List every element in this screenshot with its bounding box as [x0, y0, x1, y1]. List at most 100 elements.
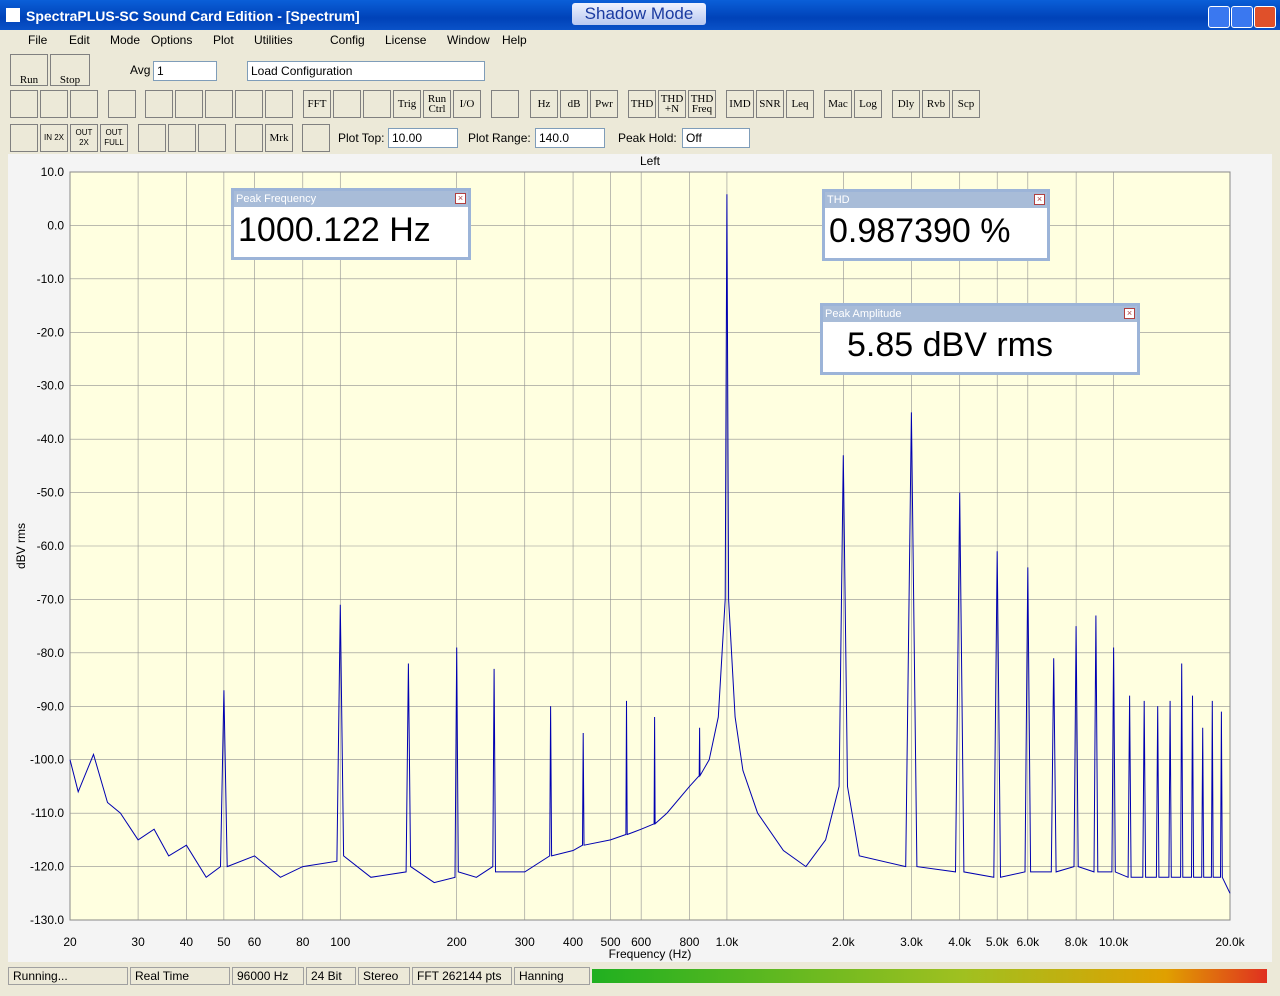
- x-tick-label: 2.0k: [832, 935, 856, 949]
- tool-button[interactable]: Rvb: [922, 90, 950, 118]
- tool-button[interactable]: SNR: [756, 90, 784, 118]
- icon-button[interactable]: [333, 90, 361, 118]
- tool-button[interactable]: THD: [628, 90, 656, 118]
- menu-item[interactable]: Options: [151, 33, 193, 47]
- tool-button[interactable]: Mac: [824, 90, 852, 118]
- avg-select[interactable]: 1: [153, 61, 217, 81]
- mode-badge[interactable]: Shadow Mode: [572, 3, 706, 25]
- menu-item[interactable]: Window: [447, 33, 490, 47]
- chart-title: Left: [640, 154, 661, 168]
- y-tick-label: -90.0: [37, 699, 65, 713]
- readout-close[interactable]: ×: [455, 193, 466, 204]
- tool-button[interactable]: Trig: [393, 90, 421, 118]
- y-tick-label: -130.0: [30, 913, 64, 927]
- readout-window[interactable]: Peak Frequency × 1000.122 Hz: [231, 188, 471, 260]
- x-tick-label: 200: [447, 935, 467, 949]
- y-tick-label: -10.0: [37, 272, 65, 286]
- tool-button[interactable]: Hz: [530, 90, 558, 118]
- icon-button[interactable]: [10, 124, 38, 152]
- y-tick-label: 10.0: [41, 165, 65, 179]
- tool-button[interactable]: Scp: [952, 90, 980, 118]
- tool-button[interactable]: THD Freq: [688, 90, 716, 118]
- readout-window[interactable]: Peak Amplitude × 5.85 dBV rms: [820, 303, 1140, 375]
- icon-button[interactable]: [108, 90, 136, 118]
- y-tick-label: -80.0: [37, 646, 65, 660]
- plot-range-input[interactable]: 140.0: [535, 128, 605, 148]
- status-field: Running...: [8, 967, 128, 985]
- x-tick-label: 80: [296, 935, 310, 949]
- x-tick-label: 10.0k: [1099, 935, 1129, 949]
- menu-item[interactable]: Help: [502, 33, 527, 47]
- tool-button[interactable]: I/O: [453, 90, 481, 118]
- menu-item[interactable]: Plot: [213, 33, 234, 47]
- minimize[interactable]: [1208, 6, 1230, 28]
- tool-button[interactable]: THD +N: [658, 90, 686, 118]
- status-field: 96000 Hz: [232, 967, 304, 985]
- icon-button[interactable]: [40, 90, 68, 118]
- tool-button[interactable]: Leq: [786, 90, 814, 118]
- stop-button[interactable]: Stop: [50, 54, 90, 86]
- tool-button[interactable]: Log: [854, 90, 882, 118]
- icon-button[interactable]: [138, 124, 166, 152]
- maximize[interactable]: [1231, 6, 1253, 28]
- spectrum-line: [69, 194, 1231, 894]
- y-tick-label: -120.0: [30, 860, 64, 874]
- marker-button[interactable]: Mrk: [265, 124, 293, 152]
- icon-button[interactable]: [175, 90, 203, 118]
- icon-button[interactable]: [491, 90, 519, 118]
- y-tick-label: -40.0: [37, 432, 65, 446]
- readout-close[interactable]: ×: [1034, 194, 1045, 205]
- icon-button[interactable]: [302, 124, 330, 152]
- x-tick-label: 5.0k: [986, 935, 1010, 949]
- tool-button[interactable]: Run Ctrl: [423, 90, 451, 118]
- x-tick-label: 500: [601, 935, 621, 949]
- icon-button[interactable]: [235, 124, 263, 152]
- icon-button[interactable]: [205, 90, 233, 118]
- menu-item[interactable]: Edit: [69, 33, 90, 47]
- plot-top-input[interactable]: 10.00: [388, 128, 458, 148]
- readout-close[interactable]: ×: [1124, 308, 1135, 319]
- menu-item[interactable]: License: [385, 33, 427, 47]
- menu-item[interactable]: Mode: [110, 33, 141, 47]
- x-tick-label: 50: [217, 935, 231, 949]
- menu-item[interactable]: File: [28, 33, 48, 47]
- tool-button[interactable]: Dly: [892, 90, 920, 118]
- tool-button[interactable]: dB: [560, 90, 588, 118]
- icon-button[interactable]: [265, 90, 293, 118]
- y-tick-label: -70.0: [37, 592, 65, 606]
- peak-hold-label: Peak Hold:: [618, 131, 677, 145]
- icon-button[interactable]: [145, 90, 173, 118]
- status-field: Hanning: [514, 967, 590, 985]
- icon-button[interactable]: [70, 90, 98, 118]
- title-bar: SpectraPLUS-SC Sound Card Edition - [Spe…: [0, 0, 1280, 30]
- menu-item[interactable]: Config: [330, 33, 365, 47]
- y-axis-label: dBV rms: [14, 523, 28, 569]
- y-tick-label: -110.0: [31, 806, 64, 820]
- zoom-button[interactable]: OUT 2X: [70, 124, 98, 152]
- menu-item[interactable]: Utilities: [254, 33, 293, 47]
- zoom-button[interactable]: OUT FULL: [100, 124, 128, 152]
- icon-button[interactable]: [198, 124, 226, 152]
- menu-bar: File Edit Mode Options Plot Utilities Config Li…: [0, 30, 1280, 50]
- tool-button[interactable]: IMD: [726, 90, 754, 118]
- tool-button[interactable]: FFT: [303, 90, 331, 118]
- tool-button[interactable]: Pwr: [590, 90, 618, 118]
- icon-button[interactable]: [363, 90, 391, 118]
- x-tick-label: 20: [63, 935, 77, 949]
- x-tick-label: 60: [248, 935, 262, 949]
- peak-hold-select[interactable]: Off: [682, 128, 750, 148]
- config-select[interactable]: Load Configuration: [247, 61, 485, 81]
- close[interactable]: [1254, 6, 1276, 28]
- status-field: 24 Bit: [306, 967, 356, 985]
- icon-button[interactable]: [168, 124, 196, 152]
- run-button[interactable]: Run: [10, 54, 48, 86]
- zoom-button[interactable]: IN 2X: [40, 124, 68, 152]
- icon-button[interactable]: [235, 90, 263, 118]
- x-tick-label: 30: [131, 935, 145, 949]
- icon-button[interactable]: [10, 90, 38, 118]
- status-field: Stereo: [358, 967, 410, 985]
- readout-window[interactable]: THD × 0.987390 %: [822, 189, 1050, 261]
- x-tick-label: 600: [631, 935, 651, 949]
